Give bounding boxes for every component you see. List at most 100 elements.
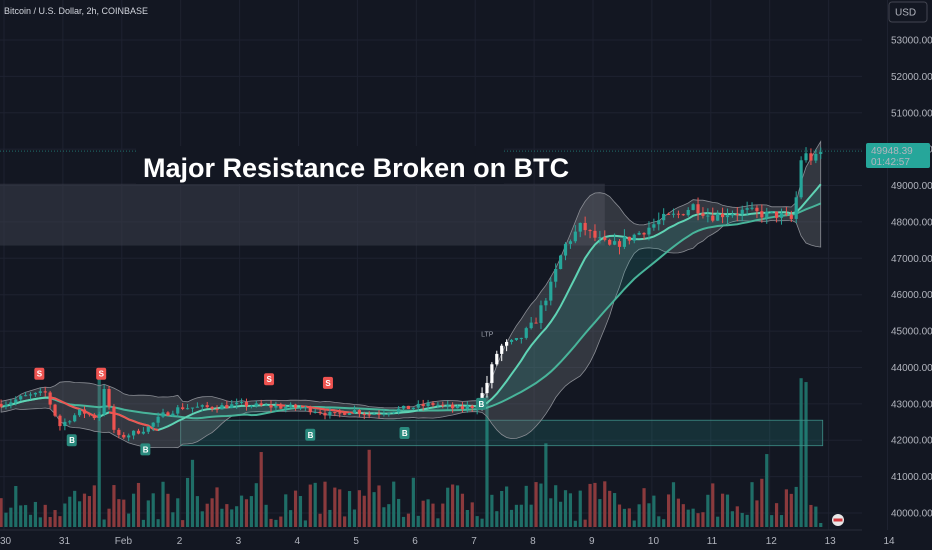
volume-bar (63, 503, 67, 527)
candle-body (485, 382, 489, 394)
candle-body (416, 403, 420, 408)
candle-body (127, 435, 131, 438)
volume-bar (637, 504, 641, 527)
volume-bar (711, 483, 715, 527)
candle-body (671, 213, 676, 215)
volume-bar (318, 513, 322, 527)
price-zones (0, 183, 824, 447)
price-tick-label: 44000.00 (891, 363, 932, 374)
volume-bar (131, 493, 136, 527)
currency-button-box[interactable] (888, 1, 928, 23)
volume-bar (333, 487, 337, 527)
volume-bar (666, 494, 671, 527)
candle-body (0, 403, 3, 407)
candle-body (657, 220, 661, 225)
volume-bar (239, 495, 244, 527)
candle-body (612, 241, 617, 245)
candle-body (750, 207, 754, 209)
candle-body (760, 211, 764, 218)
sell-signal-marker (264, 373, 275, 386)
tradingview-logo[interactable] (832, 514, 844, 526)
candle-body (372, 413, 376, 415)
time-tick-label: 12 (766, 536, 778, 547)
candle-body (235, 402, 239, 405)
volume-bar (716, 516, 720, 527)
volume-bar (73, 490, 77, 527)
volume-bar (181, 520, 185, 527)
volume-bar (195, 496, 199, 527)
candle-body (328, 411, 332, 416)
currency-button-label[interactable]: USD (895, 8, 916, 19)
candle-body (627, 236, 631, 241)
volume-bar (475, 516, 479, 527)
candle-body (603, 237, 607, 240)
ma-down-segment (69, 404, 76, 409)
candle-body (554, 269, 558, 282)
volume-bar (691, 508, 695, 527)
volume-bar (725, 494, 730, 527)
buy-signal-marker (399, 426, 410, 439)
sell-signal-marker (322, 376, 333, 389)
sell-signal-marker (34, 367, 45, 380)
volume-bar (563, 490, 568, 527)
volume-bar (720, 493, 725, 527)
candle-body (239, 402, 244, 404)
candle-body (421, 403, 425, 406)
volume-bar (622, 508, 627, 527)
time-tick-label: 6 (412, 536, 418, 547)
trade-signals: S S S S B B B B B LTP (0, 150, 862, 456)
logo-icon-mark (833, 518, 843, 522)
candle-body (509, 339, 514, 342)
volume-bar (4, 512, 8, 527)
volume-bar (33, 501, 38, 527)
volume-bar (323, 481, 327, 527)
candle-body (117, 429, 121, 435)
last-price-countdown: 01:42:57 (871, 157, 910, 168)
volume-bar (328, 509, 332, 527)
candle-body (711, 215, 715, 221)
volume-bar (519, 504, 523, 527)
candle-body (794, 197, 798, 219)
candle-body (136, 430, 141, 434)
candle-body (274, 405, 278, 408)
volume-bar (755, 500, 759, 527)
candle-body (185, 408, 190, 410)
candle-body (770, 211, 774, 213)
candle-body (92, 414, 96, 419)
candle-body (460, 406, 465, 409)
candle-body (43, 391, 47, 393)
candlesticks (0, 147, 823, 442)
volume-bar (534, 482, 538, 527)
price-tick-label: 52000.00 (891, 72, 932, 83)
currency-button[interactable]: USD (888, 1, 928, 23)
candle-body (725, 215, 730, 218)
volume-bar (357, 490, 361, 527)
candle-body (799, 160, 803, 198)
time-tick-label: 5 (353, 536, 359, 547)
candle-body (544, 300, 548, 306)
volume-bar (82, 493, 87, 527)
volume-bar (136, 482, 141, 527)
candle-body (622, 236, 627, 247)
volume-bar (686, 509, 690, 527)
candle-body (33, 392, 38, 395)
price-tick-label: 41000.00 (891, 472, 932, 483)
symbol-title: Bitcoin / U.S. Dollar, 2h, COINBASE (4, 6, 148, 16)
volume-bar (770, 515, 774, 527)
volume-bar (789, 493, 793, 527)
volume-bar (298, 496, 303, 527)
price-tick-label: 46000.00 (891, 290, 932, 301)
volume-bar (289, 510, 293, 527)
time-tick-label: 10 (648, 536, 660, 547)
volume-bar (156, 519, 160, 527)
candle-body (279, 405, 283, 409)
volume-bar (225, 504, 229, 527)
candle-body (323, 413, 327, 416)
volume-bar (372, 492, 376, 527)
time-tick-label: 4 (295, 536, 301, 547)
candle-body (77, 409, 82, 416)
sell-signal-label: S (266, 375, 272, 384)
candle-body (411, 407, 415, 410)
buy-signal-marker (140, 443, 151, 456)
